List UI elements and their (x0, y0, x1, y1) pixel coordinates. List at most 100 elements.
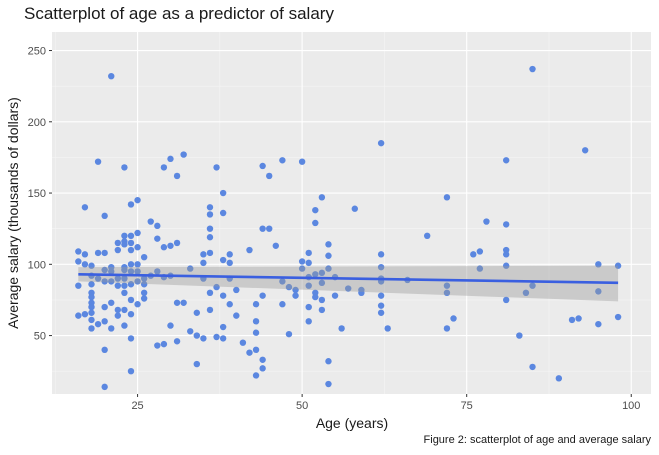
data-point (206, 204, 214, 211)
data-point (476, 248, 484, 255)
data-point (252, 346, 260, 354)
data-point (94, 320, 102, 328)
data-point (377, 309, 385, 316)
data-point (318, 306, 326, 314)
data-point (298, 158, 306, 165)
data-point (206, 211, 214, 218)
data-point (213, 283, 220, 291)
data-point (81, 261, 89, 268)
data-point (187, 328, 194, 335)
data-point (614, 313, 622, 321)
data-point (108, 299, 115, 306)
data-point (121, 266, 128, 274)
data-point (81, 204, 89, 211)
data-point (595, 320, 602, 328)
data-point (88, 293, 95, 301)
data-point (312, 293, 319, 301)
data-point (312, 206, 319, 214)
data-point (279, 157, 286, 164)
data-point (134, 229, 141, 237)
y-axis-ticks: 50 100 150 200 250 (28, 46, 52, 343)
data-point (121, 282, 128, 289)
data-point (279, 301, 286, 308)
data-point (377, 292, 385, 299)
data-point (338, 325, 345, 332)
data-point (193, 309, 201, 316)
data-point (154, 235, 161, 242)
data-point (325, 252, 332, 259)
y-axis-title: Average salary (thousands of dollars) (5, 97, 21, 329)
data-point (259, 225, 266, 232)
data-point (213, 333, 220, 341)
data-point (114, 306, 122, 314)
data-point (614, 262, 622, 269)
data-point (173, 299, 181, 306)
data-point (259, 365, 266, 372)
data-point (200, 259, 207, 267)
data-point (75, 258, 82, 265)
data-point (206, 249, 214, 257)
data-point (502, 221, 510, 228)
data-point (121, 322, 128, 329)
data-point (134, 268, 141, 275)
data-point (88, 309, 95, 316)
data-point (127, 268, 135, 275)
data-point (127, 201, 135, 208)
data-point (595, 261, 602, 268)
data-point (134, 278, 141, 285)
data-point (108, 268, 115, 275)
data-point (252, 329, 260, 336)
data-point (305, 282, 312, 289)
data-point (226, 259, 233, 267)
trend-line-layer (78, 265, 619, 302)
data-point (568, 316, 576, 324)
data-point (127, 239, 135, 247)
data-point (279, 278, 286, 285)
x-tick-label: 75 (461, 400, 473, 412)
data-point (173, 172, 181, 180)
data-point (219, 256, 227, 264)
data-point (81, 310, 89, 318)
data-point (226, 251, 233, 258)
data-point (114, 239, 122, 247)
data-point (272, 242, 280, 249)
data-point (206, 234, 214, 241)
data-point (219, 189, 227, 197)
data-point (94, 275, 102, 282)
y-tick-label: 150 (28, 188, 46, 200)
data-point (81, 251, 89, 258)
data-point (88, 281, 95, 288)
data-point (259, 162, 266, 170)
data-point (101, 266, 108, 274)
confidence-band (78, 265, 619, 302)
data-point (298, 265, 306, 272)
x-tick-label: 25 (131, 400, 143, 412)
data-point (318, 279, 326, 287)
data-point (377, 139, 385, 147)
data-point (305, 303, 312, 311)
y-tick-label: 250 (28, 46, 46, 58)
data-point (94, 249, 102, 257)
data-point (259, 356, 266, 363)
data-point (555, 375, 563, 382)
data-point (219, 292, 227, 299)
data-point (318, 296, 326, 304)
data-point (377, 263, 385, 271)
data-point (154, 222, 161, 230)
data-point (187, 265, 194, 272)
data-point (140, 253, 148, 261)
data-point (318, 194, 326, 201)
data-point (312, 219, 319, 227)
major-gridlines (52, 32, 651, 394)
data-point (160, 244, 168, 251)
data-point (312, 271, 319, 278)
data-point (101, 212, 108, 220)
data-point (180, 299, 187, 306)
data-point (325, 241, 332, 248)
data-point (213, 164, 220, 171)
data-point (140, 295, 148, 302)
data-point (351, 205, 358, 212)
data-point (127, 232, 135, 240)
data-point (502, 262, 510, 269)
